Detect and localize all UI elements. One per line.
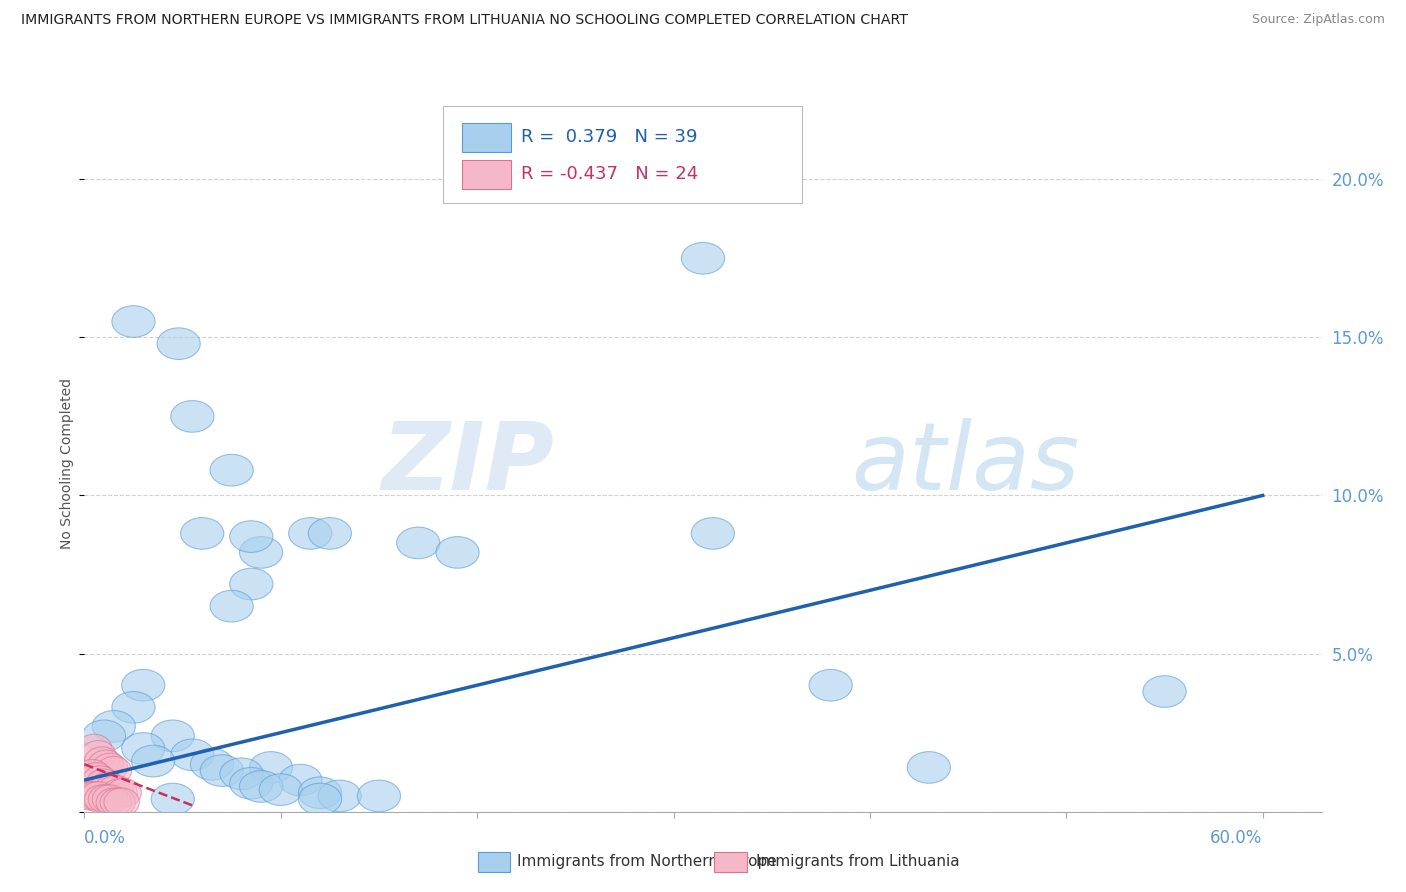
Ellipse shape [100, 788, 135, 816]
Ellipse shape [93, 785, 128, 814]
Ellipse shape [75, 759, 110, 788]
Text: IMMIGRANTS FROM NORTHERN EUROPE VS IMMIGRANTS FROM LITHUANIA NO SCHOOLING COMPLE: IMMIGRANTS FROM NORTHERN EUROPE VS IMMIG… [21, 13, 908, 28]
Ellipse shape [93, 753, 128, 781]
Ellipse shape [298, 783, 342, 815]
Ellipse shape [104, 788, 139, 816]
Ellipse shape [105, 779, 142, 807]
Ellipse shape [83, 766, 118, 794]
Ellipse shape [239, 537, 283, 568]
Ellipse shape [259, 773, 302, 805]
Ellipse shape [83, 720, 125, 752]
Ellipse shape [98, 775, 134, 804]
Ellipse shape [209, 454, 253, 486]
Ellipse shape [180, 517, 224, 549]
Ellipse shape [90, 772, 125, 801]
Ellipse shape [80, 740, 115, 769]
Ellipse shape [298, 777, 342, 808]
Text: 0.0%: 0.0% [84, 830, 127, 847]
Text: 60.0%: 60.0% [1211, 830, 1263, 847]
Ellipse shape [239, 771, 283, 802]
Ellipse shape [157, 328, 200, 359]
Ellipse shape [150, 783, 194, 815]
Text: atlas: atlas [852, 418, 1080, 509]
Ellipse shape [170, 739, 214, 771]
Text: ZIP: ZIP [381, 417, 554, 510]
Text: Source: ZipAtlas.com: Source: ZipAtlas.com [1251, 13, 1385, 27]
Ellipse shape [1143, 676, 1187, 707]
Ellipse shape [76, 734, 112, 763]
Ellipse shape [96, 756, 132, 785]
Text: R =  0.379   N = 39: R = 0.379 N = 39 [522, 128, 697, 145]
Ellipse shape [80, 781, 115, 810]
Ellipse shape [200, 755, 243, 787]
Ellipse shape [170, 401, 214, 433]
FancyBboxPatch shape [461, 123, 512, 153]
Ellipse shape [907, 752, 950, 783]
Ellipse shape [308, 517, 352, 549]
Ellipse shape [436, 537, 479, 568]
Ellipse shape [86, 769, 122, 797]
Ellipse shape [112, 306, 155, 337]
Ellipse shape [278, 764, 322, 796]
Ellipse shape [89, 785, 124, 814]
Ellipse shape [229, 521, 273, 552]
FancyBboxPatch shape [443, 105, 801, 203]
Ellipse shape [219, 758, 263, 789]
Ellipse shape [73, 781, 108, 810]
Ellipse shape [229, 767, 273, 799]
Ellipse shape [96, 788, 132, 816]
Ellipse shape [84, 785, 120, 814]
Ellipse shape [190, 748, 233, 780]
Text: Immigrants from Lithuania: Immigrants from Lithuania [756, 855, 960, 869]
Ellipse shape [150, 720, 194, 752]
Ellipse shape [682, 243, 724, 274]
Ellipse shape [808, 669, 852, 701]
Text: R = -0.437   N = 24: R = -0.437 N = 24 [522, 165, 699, 184]
Ellipse shape [93, 711, 135, 742]
Ellipse shape [122, 732, 165, 764]
Ellipse shape [692, 517, 734, 549]
Ellipse shape [396, 527, 440, 558]
Ellipse shape [318, 780, 361, 812]
Ellipse shape [288, 517, 332, 549]
Ellipse shape [76, 781, 112, 810]
Ellipse shape [249, 752, 292, 783]
Ellipse shape [94, 775, 129, 804]
Ellipse shape [132, 746, 174, 777]
Ellipse shape [103, 779, 138, 807]
Ellipse shape [357, 780, 401, 812]
Text: Immigrants from Northern Europe: Immigrants from Northern Europe [517, 855, 778, 869]
Ellipse shape [229, 568, 273, 599]
Ellipse shape [209, 591, 253, 622]
Y-axis label: No Schooling Completed: No Schooling Completed [60, 378, 75, 549]
Ellipse shape [79, 763, 114, 791]
Ellipse shape [84, 747, 120, 775]
Ellipse shape [122, 669, 165, 701]
Ellipse shape [89, 750, 124, 779]
Ellipse shape [112, 691, 155, 723]
FancyBboxPatch shape [461, 160, 512, 189]
